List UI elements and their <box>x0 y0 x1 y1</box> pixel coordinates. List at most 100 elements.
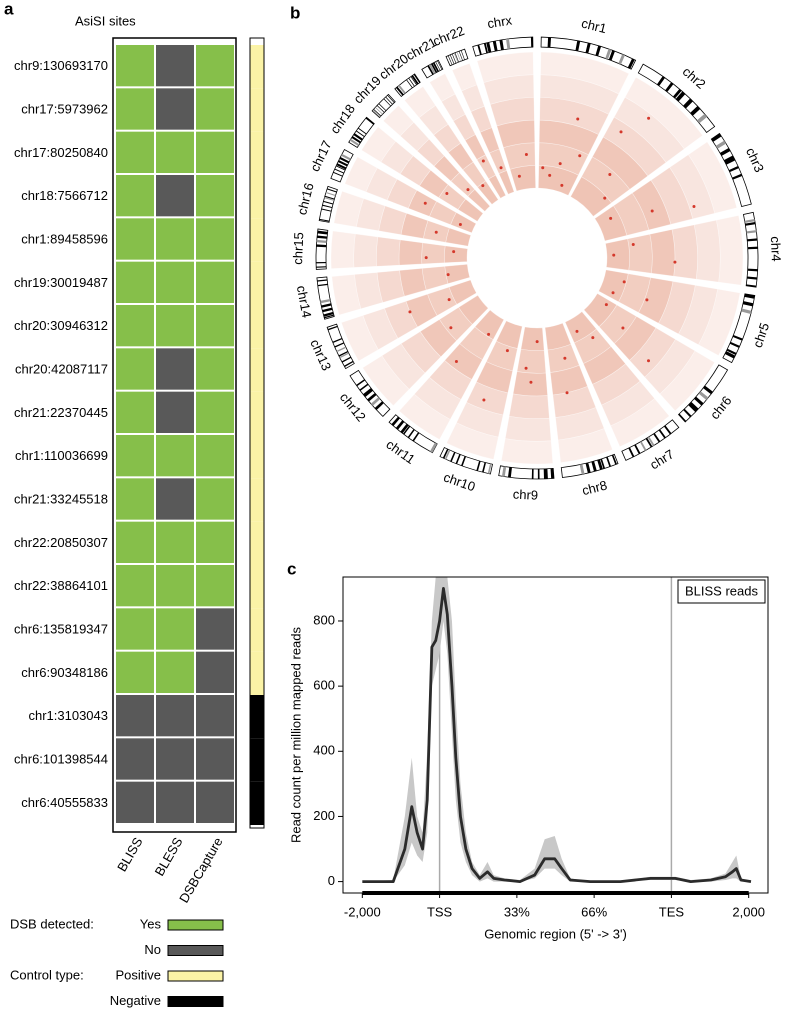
control-cell <box>250 348 264 392</box>
ideogram-band <box>356 379 366 387</box>
cell <box>116 88 154 130</box>
data-point <box>619 130 623 134</box>
ideogram-band <box>321 303 332 308</box>
ideogram-band <box>402 425 411 435</box>
ideogram-band <box>435 61 441 71</box>
data-point <box>505 349 509 353</box>
cell <box>116 391 154 433</box>
chromosome-label: chr3 <box>743 145 767 174</box>
ideogram-band <box>728 165 739 173</box>
ideogram-band <box>430 63 438 73</box>
row-label: chr19:30019487 <box>14 275 108 290</box>
cell <box>156 608 194 650</box>
row-label: chr6:90348186 <box>21 665 108 680</box>
ideogram-band <box>585 42 591 54</box>
track-band <box>503 142 536 170</box>
track-band <box>479 127 500 154</box>
ideogram-band <box>372 109 381 117</box>
ideogram-band <box>689 401 699 412</box>
data-point <box>647 359 651 363</box>
data-point <box>434 230 438 234</box>
ideogram-band <box>579 464 585 475</box>
ideogram-band <box>724 351 736 359</box>
ideogram-band <box>449 54 455 65</box>
ideogram <box>439 447 493 475</box>
track-band <box>421 242 446 265</box>
ideogram-band <box>320 298 331 304</box>
legend-group-label: Control type: <box>10 967 84 982</box>
ideogram-band <box>323 311 334 317</box>
chromosome-sector <box>315 228 468 270</box>
cell <box>196 738 234 780</box>
cell <box>196 781 234 823</box>
chromosome-label: chr4 <box>768 236 784 262</box>
chromosome-sector <box>348 116 484 222</box>
ideogram-band <box>432 62 439 72</box>
track-band <box>659 350 716 412</box>
data-point <box>524 153 528 157</box>
data-point <box>608 172 612 176</box>
plot-frame <box>342 576 769 894</box>
chromosome-label: chr2 <box>680 64 709 92</box>
chromosome-sector <box>583 293 729 423</box>
y-tick-label: 200 <box>313 808 335 823</box>
ideogram-band <box>332 337 343 344</box>
track-band <box>610 398 670 448</box>
ideogram-band <box>316 266 327 268</box>
ideogram-band <box>316 239 327 244</box>
cell <box>116 651 154 693</box>
ideogram-band <box>341 356 352 363</box>
ideogram-band <box>341 153 351 161</box>
cell <box>156 45 194 87</box>
chromosome-label: chr1 <box>580 16 608 37</box>
ideogram-band <box>537 468 540 479</box>
cell <box>196 435 234 477</box>
x-tick-label: TSS <box>427 904 453 919</box>
ideogram-band <box>476 460 481 471</box>
data-point <box>631 242 635 246</box>
x-tick-label: 66% <box>581 904 607 919</box>
row-label: chr17:5973962 <box>21 101 108 116</box>
track-band <box>698 288 741 356</box>
chromosome-label: chr15 <box>290 232 306 265</box>
cell <box>156 695 194 737</box>
track-band <box>693 219 721 283</box>
track-band <box>344 156 378 193</box>
ideogram-band <box>383 98 391 107</box>
chromosome-label: chr6 <box>707 393 735 422</box>
track-band <box>557 428 613 463</box>
chromosome-sector <box>318 185 472 247</box>
ideogram-band <box>334 342 345 348</box>
ideogram-band <box>530 37 533 48</box>
ideogram-band <box>507 467 512 478</box>
data-point <box>558 162 562 166</box>
data-point <box>423 201 427 205</box>
panel-letter: a <box>4 0 14 18</box>
row-label: chr1:110036699 <box>15 448 108 463</box>
cell <box>196 608 234 650</box>
chromosome-sector <box>472 36 536 192</box>
cell <box>156 781 194 823</box>
data-point <box>482 398 486 402</box>
ideogram-band <box>450 452 456 462</box>
ideogram <box>540 36 637 70</box>
ideogram-band <box>723 155 735 164</box>
ideogram <box>371 93 396 119</box>
ideogram-band <box>316 244 327 248</box>
ideogram-band <box>639 441 647 451</box>
y-axis-label: Read count per million mapped reads <box>288 626 303 843</box>
chromosome-label: chr5 <box>750 321 772 350</box>
track-band <box>516 348 547 374</box>
control-frame <box>249 37 265 829</box>
chromosome-sector <box>326 279 477 370</box>
ideogram-band <box>747 238 758 242</box>
control-cell <box>250 608 264 652</box>
cell <box>196 565 234 607</box>
cell <box>196 218 234 260</box>
legend-label: Positive <box>115 967 161 982</box>
data-point <box>445 192 449 196</box>
ideogram-band <box>645 437 653 448</box>
ideogram-band <box>451 53 457 64</box>
data-point <box>481 159 485 163</box>
data-point <box>563 356 567 360</box>
